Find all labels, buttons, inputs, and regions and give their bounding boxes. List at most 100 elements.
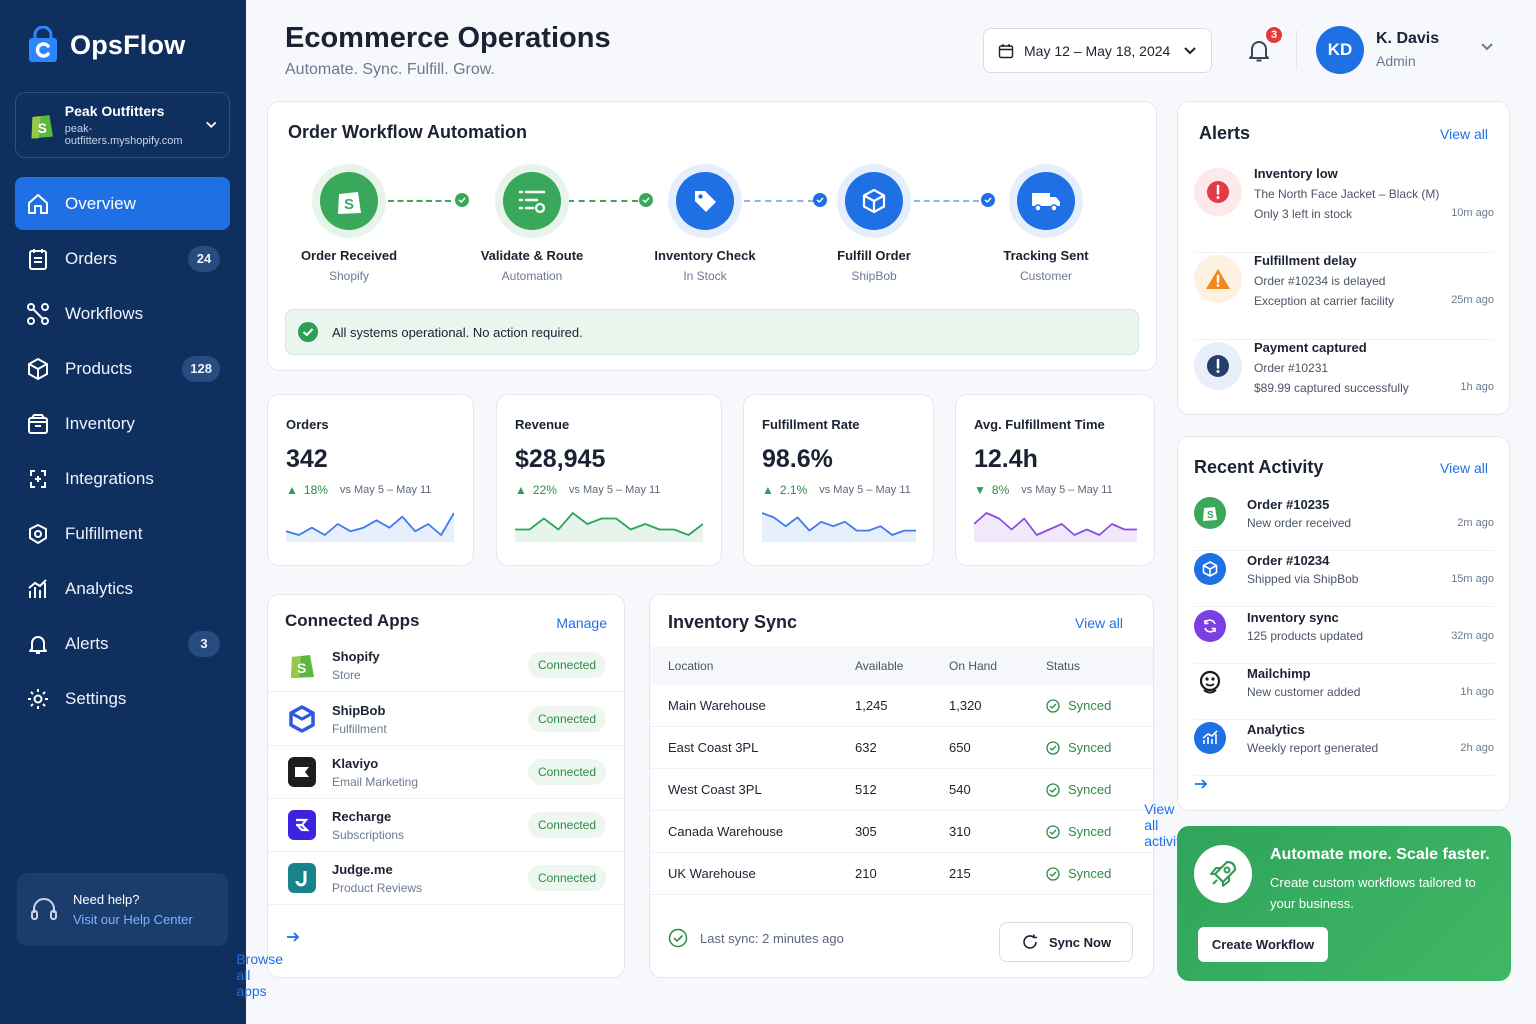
kpi-delta: ▲ 2.1% vs May 5 – May 11 (762, 483, 911, 497)
alert-item[interactable]: Inventory low The North Face Jacket – Bl… (1194, 166, 1494, 253)
app-name: ShipBob (332, 702, 386, 718)
on-hand-cell: 310 (949, 824, 971, 839)
check-circle-icon (298, 322, 318, 342)
browse-apps-link[interactable]: Browse all apps (236, 931, 300, 999)
sidebar-item-analytics[interactable]: Analytics (15, 562, 230, 615)
status-cell: Synced (1046, 727, 1111, 768)
recent-activity-card: Recent Activity View all S Order #10235 … (1144, 436, 1510, 849)
kpi-revenue-card[interactable]: Revenue $28,945 ▲ 22% vs May 5 – May 11 (496, 394, 722, 566)
alert-item[interactable]: Fulfillment delay Order #10234 is delaye… (1194, 253, 1494, 340)
app-row-shipbob[interactable]: ShipBob Fulfillment Connected (268, 693, 624, 746)
activity-sub: New customer added (1247, 685, 1361, 699)
arrow-right-icon (1195, 779, 1208, 789)
view-all-activity-link[interactable]: View all activity (1144, 778, 1208, 849)
warning-icon (1194, 255, 1242, 303)
column-header[interactable]: Status (1046, 659, 1081, 673)
headset-icon (31, 897, 57, 920)
sidebar-item-fulfillment[interactable]: Fulfillment (15, 507, 230, 560)
help-center-link[interactable]: Visit our Help Center (73, 912, 193, 927)
app-row-klaviyo[interactable]: Klaviyo Email Marketing Connected (268, 746, 624, 799)
sidebar-item-workflows[interactable]: Workflows (15, 287, 230, 340)
notifications-bell-icon[interactable] (1245, 36, 1273, 64)
table-row[interactable]: Main Warehouse 1,245 1,320 Synced (650, 685, 1153, 727)
kpi-avg-fulfillment-time-card[interactable]: Avg. Fulfillment Time 12.4h ▼ 8% vs May … (955, 394, 1155, 566)
promo-text: Create custom workflows tailored to your… (1270, 875, 1476, 911)
sidebar-item-overview[interactable]: Overview (15, 177, 230, 230)
kpi-delta-value: 8% (991, 483, 1010, 497)
manage-apps-link[interactable]: Manage (556, 615, 607, 631)
workflow-step-order-received[interactable]: S Order Received Shopify (279, 164, 419, 283)
store-selector[interactable]: S Peak Outfitters peak-outfitters.myshop… (15, 92, 230, 158)
column-header[interactable]: On Hand (949, 659, 998, 673)
workflow-connector (744, 200, 814, 202)
workflow-step-validate-route[interactable]: Validate & Route Automation (462, 164, 602, 283)
activity-sub: 125 products updated (1247, 629, 1364, 643)
app-row-judgeme[interactable]: Judge.me Product Reviews Connected (268, 852, 624, 905)
alert-time: 10m ago (1451, 207, 1494, 219)
table-row[interactable]: East Coast 3PL 632 650 Synced (650, 727, 1153, 769)
mailchimp-icon (1194, 666, 1226, 698)
sync-now-button[interactable]: Sync Now (999, 922, 1133, 962)
inventory-icon (25, 411, 51, 437)
sidebar-item-products[interactable]: Products 128 (15, 342, 230, 395)
sidebar-item-label: Overview (65, 193, 136, 213)
kpi-fulfillment-rate-card[interactable]: Fulfillment Rate 98.6% ▲ 2.1% vs May 5 –… (743, 394, 934, 566)
workflow-step-tracking-sent[interactable]: Tracking Sent Customer (976, 164, 1116, 283)
alert-detail: Order #10231 (1254, 361, 1329, 375)
activity-item[interactable]: Analytics Weekly report generated 2h ago (1194, 720, 1494, 776)
kpi-delta: ▼ 8% vs May 5 – May 11 (974, 483, 1113, 497)
sidebar-item-label: Orders (65, 248, 117, 268)
kpi-orders-card[interactable]: Orders 342 ▲ 18% vs May 5 – May 11 (267, 394, 474, 566)
activity-title: Order #10235 (1247, 497, 1330, 512)
last-sync-info: Last sync: 2 minutes ago (668, 928, 844, 948)
activity-item[interactable]: S Order #10235 New order received 2m ago (1194, 495, 1494, 551)
activity-item[interactable]: Inventory sync 125 products updated 32m … (1194, 608, 1494, 664)
sparkline (515, 512, 703, 542)
table-row[interactable]: West Coast 3PL 512 540 Synced (650, 769, 1153, 811)
logo[interactable]: OpsFlow (26, 26, 185, 64)
help-box[interactable]: Need help? Visit our Help Center (17, 873, 228, 946)
analytics-icon (25, 576, 51, 602)
kpi-delta-value: 22% (532, 483, 557, 497)
create-workflow-button[interactable]: Create Workflow (1198, 927, 1328, 962)
app-row-recharge[interactable]: Recharge Subscriptions Connected (268, 799, 624, 852)
kpi-value: 98.6% (762, 445, 833, 473)
workflow-step-inventory-check[interactable]: Inventory Check In Stock (635, 164, 775, 283)
alerts-title: Alerts (1199, 123, 1251, 143)
step-ring (668, 164, 742, 238)
check-circle-icon (1046, 824, 1060, 839)
date-range-picker[interactable]: May 12 – May 18, 2024 (983, 28, 1212, 73)
workflow-step-fulfill-order[interactable]: Fulfill Order ShipBob (804, 164, 944, 283)
inventory-view-all-link[interactable]: View all (1075, 615, 1123, 631)
activity-item[interactable]: Order #10234 Shipped via ShipBob 15m ago (1194, 551, 1494, 607)
alert-item[interactable]: Payment captured Order #10231 $89.99 cap… (1194, 340, 1494, 427)
help-title: Need help? (73, 892, 140, 907)
app-row-shopify[interactable]: S Shopify Store Connected (268, 639, 624, 692)
avatar[interactable]: KD (1316, 26, 1364, 74)
chevron-down-icon[interactable] (1480, 42, 1494, 52)
alerts-view-all-link[interactable]: View all (1440, 126, 1488, 142)
package-icon (1194, 553, 1226, 585)
available-cell: 305 (855, 824, 877, 839)
activity-item[interactable]: Mailchimp New customer added 1h ago (1194, 664, 1494, 720)
sidebar-item-integrations[interactable]: Integrations (15, 452, 230, 505)
column-header[interactable]: Available (855, 659, 904, 673)
table-row[interactable]: Canada Warehouse 305 310 Synced (650, 811, 1153, 853)
user-name[interactable]: K. Davis (1376, 30, 1440, 47)
sidebar-item-settings[interactable]: Settings (15, 672, 230, 725)
step-ring (1009, 164, 1083, 238)
alert-time: 25m ago (1451, 294, 1494, 306)
table-row[interactable]: UK Warehouse 210 215 Synced (650, 853, 1153, 895)
sync-icon (1194, 610, 1226, 642)
app-name: OpsFlow (70, 29, 186, 60)
column-header[interactable]: Location (668, 659, 714, 673)
on-hand-cell: 1,320 (949, 698, 982, 713)
sidebar-item-orders[interactable]: Orders 24 (15, 232, 230, 285)
alert-detail: Only 3 left in stock (1254, 207, 1353, 221)
sidebar-item-alerts[interactable]: Alerts 3 (15, 617, 230, 670)
products-count-badge: 128 (182, 355, 220, 382)
sidebar-item-inventory[interactable]: Inventory (15, 397, 230, 450)
activity-view-all-link[interactable]: View all (1440, 460, 1488, 476)
activity-time: 2m ago (1457, 517, 1494, 529)
kpi-comparison: vs May 5 – May 11 (339, 484, 432, 496)
